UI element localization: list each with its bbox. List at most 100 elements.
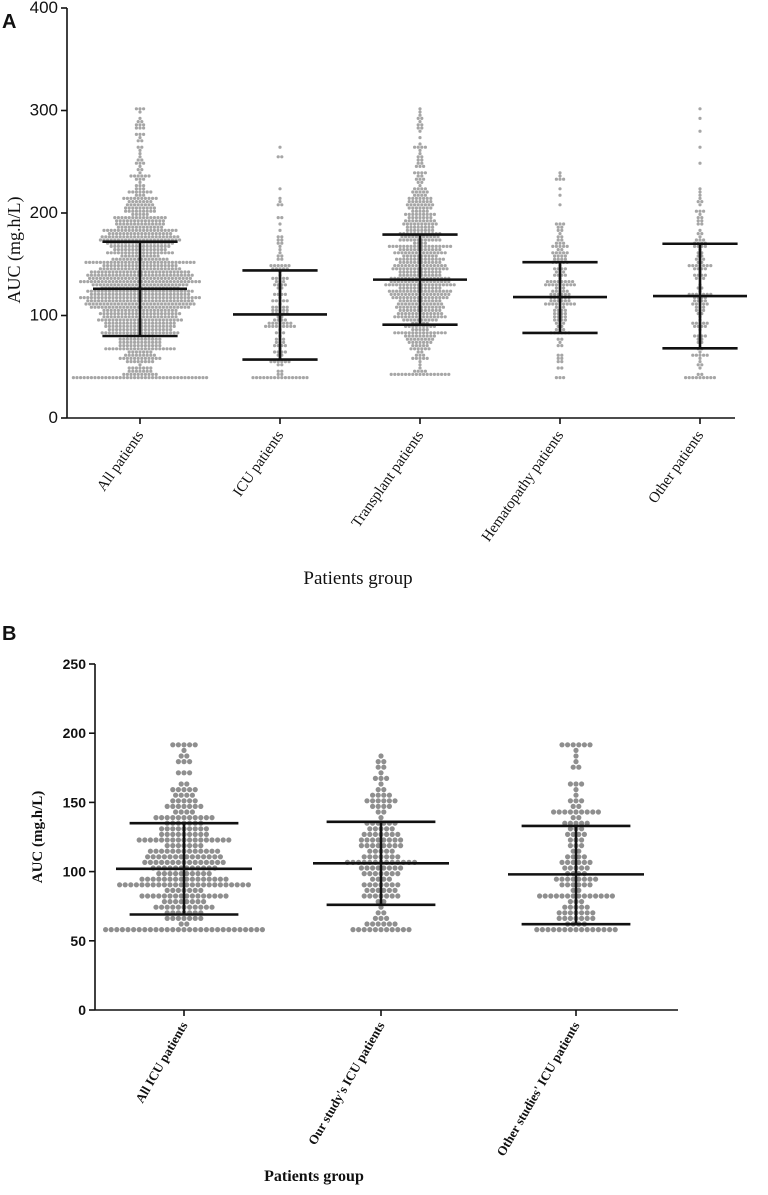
data-point [131, 366, 135, 370]
data-point [165, 273, 169, 277]
data-point [158, 280, 162, 284]
data-point [147, 331, 151, 335]
data-point [212, 882, 218, 888]
data-point [404, 292, 408, 296]
data-point [184, 871, 190, 877]
data-point [138, 171, 142, 175]
data-point [118, 280, 122, 284]
data-point [115, 299, 119, 303]
data-point [700, 363, 704, 367]
data-point [282, 324, 286, 328]
data-point [378, 753, 384, 759]
data-point [86, 273, 90, 277]
data-point [143, 376, 147, 380]
data-point [107, 235, 111, 239]
data-point [413, 238, 417, 242]
data-point [147, 270, 151, 274]
data-point [116, 302, 120, 306]
data-point [163, 260, 167, 264]
data-point [156, 871, 162, 877]
data-point [198, 904, 204, 910]
data-point [305, 376, 309, 380]
data-point [432, 334, 436, 338]
data-point [573, 787, 579, 793]
data-point [407, 331, 411, 335]
data-point [285, 321, 289, 325]
data-point [103, 927, 109, 933]
data-point [420, 350, 424, 354]
data-point [100, 305, 104, 309]
data-point [176, 270, 180, 274]
data-point [140, 158, 144, 162]
data-point [431, 225, 435, 229]
data-point [441, 267, 445, 271]
data-point [142, 369, 146, 373]
data-point [405, 273, 409, 277]
data-point [111, 232, 115, 236]
data-point [573, 927, 579, 933]
data-point [387, 289, 391, 293]
data-point [127, 248, 131, 252]
data-point [698, 129, 702, 133]
data-point [411, 206, 415, 210]
data-point [175, 887, 181, 894]
data-point [407, 340, 411, 344]
data-point [427, 289, 431, 293]
data-point [163, 308, 167, 312]
data-point [595, 809, 602, 815]
data-point [115, 376, 119, 380]
data-point [111, 321, 115, 325]
data-point [113, 312, 117, 316]
data-point [694, 302, 699, 306]
data-point [696, 372, 700, 376]
data-point [173, 893, 179, 899]
data-point [100, 296, 104, 300]
data-point [276, 254, 280, 258]
data-point [142, 267, 146, 271]
data-point [416, 161, 420, 165]
data-point [151, 219, 155, 223]
data-point [434, 318, 438, 322]
data-point [562, 270, 566, 274]
data-point [138, 155, 142, 159]
data-point [147, 174, 151, 178]
data-point [179, 292, 183, 296]
data-point [100, 318, 104, 322]
data-point [138, 126, 142, 130]
data-point [405, 305, 409, 309]
data-point [129, 318, 133, 322]
data-point [431, 270, 435, 274]
panel-a: AUC (mg.h/L) Patients group 010020030040… [4, 0, 747, 589]
data-point [414, 235, 418, 239]
data-point [179, 318, 183, 322]
data-point [223, 893, 229, 899]
data-point [124, 254, 128, 258]
data-point [138, 216, 142, 220]
data-point [709, 376, 713, 380]
data-point [116, 312, 120, 316]
data-point [416, 228, 420, 232]
data-point [595, 927, 602, 933]
data-point [140, 120, 144, 124]
data-point [151, 292, 155, 296]
data-point [400, 264, 404, 268]
data-point [283, 292, 287, 296]
data-point [136, 356, 140, 360]
data-point [181, 787, 187, 793]
data-point [579, 843, 585, 849]
data-point [427, 318, 431, 322]
data-point [161, 222, 165, 226]
data-point [116, 225, 120, 229]
data-point [411, 209, 415, 213]
data-point [127, 264, 131, 268]
data-point [120, 276, 124, 280]
data-point [553, 280, 557, 284]
data-point [407, 372, 411, 376]
data-point [573, 820, 579, 826]
data-point [416, 171, 420, 175]
data-point [187, 837, 193, 843]
data-point [698, 161, 702, 165]
data-point [133, 219, 137, 223]
data-point [134, 369, 138, 373]
data-point [170, 848, 176, 854]
